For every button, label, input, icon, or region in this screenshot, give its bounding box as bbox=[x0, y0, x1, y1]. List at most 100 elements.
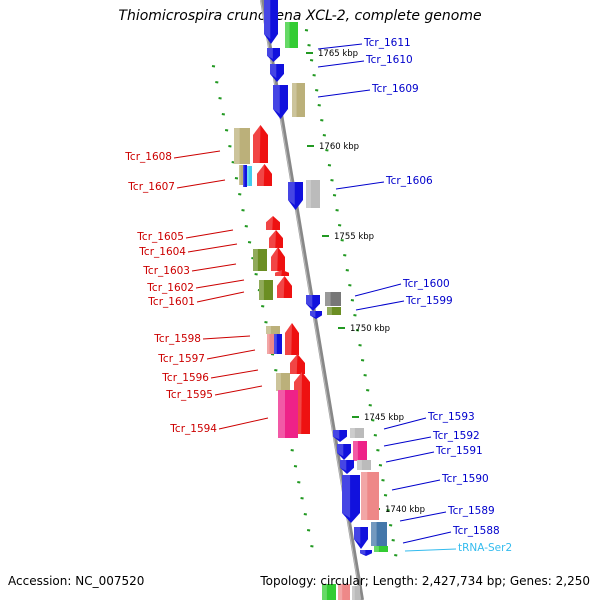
orf-box bbox=[357, 460, 371, 470]
orf-box-shade bbox=[306, 180, 311, 208]
outer-track-tick bbox=[241, 209, 245, 212]
reverse-orf-arrow-shade bbox=[342, 475, 351, 518]
gene-leader-line bbox=[385, 451, 435, 463]
inner-track-tick bbox=[378, 464, 383, 467]
orf-box-shade bbox=[374, 546, 379, 552]
orf-box-shade bbox=[274, 334, 277, 354]
inner-track-tick bbox=[327, 164, 332, 167]
reverse-orf-arrow bbox=[310, 311, 322, 319]
gene-label: Tcr_1596 bbox=[161, 372, 209, 384]
forward-orf-arrow bbox=[269, 230, 283, 248]
scale-label: 1745 kbp bbox=[364, 413, 404, 423]
gene-label: Tcr_1607 bbox=[127, 181, 175, 193]
outer-track-tick bbox=[224, 129, 229, 132]
forward-orf-arrow bbox=[253, 125, 268, 163]
reverse-orf-arrow bbox=[354, 527, 368, 549]
gene-label: tRNA-Ser2 bbox=[458, 542, 512, 554]
orf-box-shade bbox=[350, 428, 355, 438]
forward-orf-arrow-shade bbox=[269, 230, 276, 248]
orf-box-shade bbox=[239, 165, 241, 185]
gene-label: Tcr_1599 bbox=[405, 295, 453, 307]
gene-label: Tcr_1608 bbox=[124, 151, 172, 163]
outer-track-tick bbox=[293, 465, 298, 468]
outer-track-tick bbox=[303, 513, 308, 516]
gene-label: Tcr_1591 bbox=[435, 445, 483, 457]
orf-box-shade bbox=[371, 522, 377, 546]
orf-box bbox=[247, 166, 252, 186]
gene-label: Tcr_1609 bbox=[371, 83, 419, 95]
inner-track-tick bbox=[309, 59, 314, 62]
gene-leader-line bbox=[214, 385, 263, 396]
gene-leader-line bbox=[191, 263, 237, 272]
orf-box-shade bbox=[247, 166, 249, 186]
reverse-orf-arrow bbox=[333, 430, 347, 442]
gene-leader-line bbox=[210, 369, 259, 379]
orf-box-shade bbox=[327, 307, 332, 315]
reverse-orf-arrow-shade bbox=[273, 85, 280, 114]
orf-box-shade bbox=[267, 334, 270, 354]
inner-track-tick bbox=[335, 209, 339, 212]
outer-track-tick bbox=[290, 449, 294, 452]
orf-box bbox=[259, 280, 273, 300]
gene-leader-line bbox=[173, 150, 221, 159]
scale-label: 1750 kbp bbox=[350, 324, 390, 334]
gene-leader-line bbox=[354, 283, 402, 297]
reverse-orf-arrow bbox=[360, 550, 372, 556]
gene-leader-line bbox=[317, 89, 371, 98]
orf-box bbox=[374, 546, 388, 552]
gene-label: Tcr_1592 bbox=[432, 430, 480, 442]
forward-orf-arrow-shade bbox=[257, 164, 265, 186]
inner-track-tick bbox=[312, 74, 316, 77]
orf-box bbox=[278, 390, 298, 438]
reverse-orf-arrow-shade bbox=[337, 444, 344, 457]
gene-label: Tcr_1601 bbox=[147, 296, 195, 308]
orf-box-shade bbox=[285, 22, 290, 48]
inner-track-tick bbox=[325, 149, 329, 152]
gene-label: Tcr_1598 bbox=[153, 333, 201, 345]
outer-track-tick bbox=[306, 529, 311, 532]
outer-track-tick bbox=[270, 353, 275, 356]
outer-track-tick bbox=[300, 497, 304, 500]
gene-leader-line bbox=[335, 181, 385, 190]
orf-box bbox=[239, 165, 243, 185]
forward-orf-arrow-shade bbox=[290, 354, 298, 374]
forward-orf-arrow-shade bbox=[277, 276, 285, 298]
reverse-orf-arrow bbox=[337, 444, 351, 460]
inner-track-tick bbox=[368, 404, 372, 407]
inner-track-tick bbox=[383, 494, 388, 497]
inner-track-tick bbox=[330, 179, 334, 182]
orf-box-shade bbox=[338, 584, 343, 600]
gene-leader-line bbox=[206, 349, 256, 360]
reverse-orf-arrow-shade bbox=[333, 430, 340, 440]
scale-label: 1760 kbp bbox=[319, 142, 359, 152]
scale-label: 1755 kbp bbox=[334, 232, 374, 242]
reverse-orf-arrow-shade bbox=[270, 64, 277, 78]
gene-leader-line bbox=[402, 531, 452, 544]
outer-track-tick bbox=[221, 113, 226, 116]
inner-track-tick bbox=[358, 344, 362, 347]
inner-track-tick bbox=[394, 554, 398, 557]
inner-track-tick bbox=[350, 299, 355, 302]
orf-box bbox=[327, 307, 341, 315]
gene-leader-line bbox=[404, 548, 457, 552]
outer-track-tick bbox=[274, 369, 278, 372]
gene-leader-line bbox=[355, 300, 405, 311]
forward-orf-arrow-shade bbox=[275, 270, 282, 276]
inner-track-tick bbox=[363, 374, 367, 377]
orf-box bbox=[361, 472, 379, 520]
orf-box bbox=[266, 326, 280, 334]
gene-leader-line bbox=[187, 243, 238, 253]
orf-box bbox=[371, 522, 387, 546]
inner-track-tick bbox=[337, 224, 342, 227]
orf-box bbox=[353, 441, 367, 461]
outer-track-tick bbox=[310, 545, 314, 548]
outer-track-tick bbox=[218, 97, 222, 100]
gene-leader-line bbox=[317, 60, 365, 68]
orf-box bbox=[322, 584, 336, 600]
inner-track-tick bbox=[340, 239, 344, 242]
inner-track-tick bbox=[388, 524, 393, 527]
forward-orf-arrow-shade bbox=[285, 323, 292, 355]
gene-leader-line bbox=[399, 511, 447, 522]
outer-track-tick bbox=[244, 225, 248, 228]
